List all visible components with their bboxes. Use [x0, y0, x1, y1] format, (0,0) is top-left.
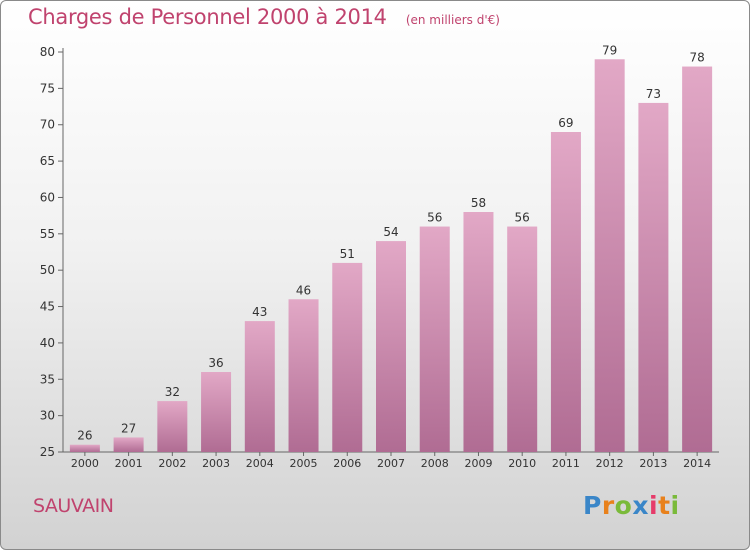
- y-tick-label: 70: [40, 118, 55, 132]
- logo-letter: r: [601, 491, 615, 520]
- data-label: 27: [121, 421, 136, 435]
- y-tick-label: 40: [40, 336, 55, 350]
- y-tick-label: 25: [40, 445, 55, 459]
- data-label: 56: [515, 211, 530, 225]
- bar: [332, 262, 363, 452]
- x-tick-label: 2010: [508, 457, 536, 470]
- y-tick-label: 65: [40, 154, 55, 168]
- y-tick-label: 75: [40, 81, 55, 95]
- data-label: 56: [427, 211, 442, 225]
- bar: [244, 321, 275, 452]
- data-label: 46: [296, 283, 311, 297]
- x-tick-label: 2002: [158, 457, 186, 470]
- x-tick-label: 2008: [421, 457, 449, 470]
- bar: [507, 226, 538, 452]
- x-tick-label: 2000: [71, 457, 99, 470]
- x-tick-label: 2001: [115, 457, 143, 470]
- data-label: 58: [471, 196, 486, 210]
- data-label: 79: [602, 43, 617, 57]
- x-tick-label: 2011: [552, 457, 580, 470]
- data-label: 78: [689, 51, 704, 65]
- x-tick-label: 2003: [202, 457, 230, 470]
- data-label: 69: [558, 116, 573, 130]
- y-tick-label: 55: [40, 227, 55, 241]
- commune-name: SAUVAIN: [33, 495, 114, 517]
- bar: [376, 241, 406, 452]
- chart-title: Charges de Personnel 2000 à 2014: [28, 5, 387, 29]
- bar: [594, 59, 625, 452]
- data-label: 54: [383, 225, 398, 239]
- y-tick-label: 50: [40, 263, 55, 277]
- logo-letter: P: [583, 491, 602, 520]
- x-tick-label: 2009: [464, 457, 492, 470]
- y-tick-label: 30: [40, 409, 55, 423]
- logo-letter: i: [670, 491, 680, 520]
- data-label: 51: [340, 247, 355, 261]
- data-label: 32: [165, 385, 180, 399]
- x-tick-label: 2013: [639, 457, 667, 470]
- data-label: 43: [252, 305, 267, 319]
- logo-letter: i: [649, 491, 659, 520]
- bar: [550, 132, 581, 452]
- proxiti-logo: Proxiti: [583, 491, 680, 520]
- y-tick-label: 45: [40, 300, 55, 314]
- logo-letter: t: [658, 491, 671, 520]
- bar: [69, 444, 100, 452]
- logo-letter: x: [632, 491, 649, 520]
- bar: [113, 437, 144, 452]
- bar: [638, 102, 669, 452]
- data-label: 73: [646, 87, 661, 101]
- bar: [463, 212, 494, 452]
- x-tick-label: 2007: [377, 457, 405, 470]
- x-tick-label: 2005: [290, 457, 318, 470]
- title-block: Charges de Personnel 2000 à 2014 (en mil…: [28, 5, 500, 29]
- logo-letter: o: [614, 491, 633, 520]
- x-tick-label: 2006: [333, 457, 361, 470]
- y-tick-label: 60: [40, 190, 55, 204]
- bar: [288, 299, 319, 452]
- unit-note: (en milliers d'€): [405, 13, 500, 27]
- x-tick-label: 2004: [246, 457, 274, 470]
- data-label: 26: [77, 429, 92, 443]
- y-tick-label: 35: [40, 372, 55, 386]
- data-label: 36: [208, 356, 223, 370]
- y-tick-label: 80: [40, 45, 55, 59]
- bar: [682, 66, 713, 452]
- bar: [157, 401, 188, 452]
- x-tick-label: 2012: [596, 457, 624, 470]
- x-tick-label: 2014: [683, 457, 711, 470]
- bar: [419, 226, 450, 452]
- bar: [201, 372, 232, 452]
